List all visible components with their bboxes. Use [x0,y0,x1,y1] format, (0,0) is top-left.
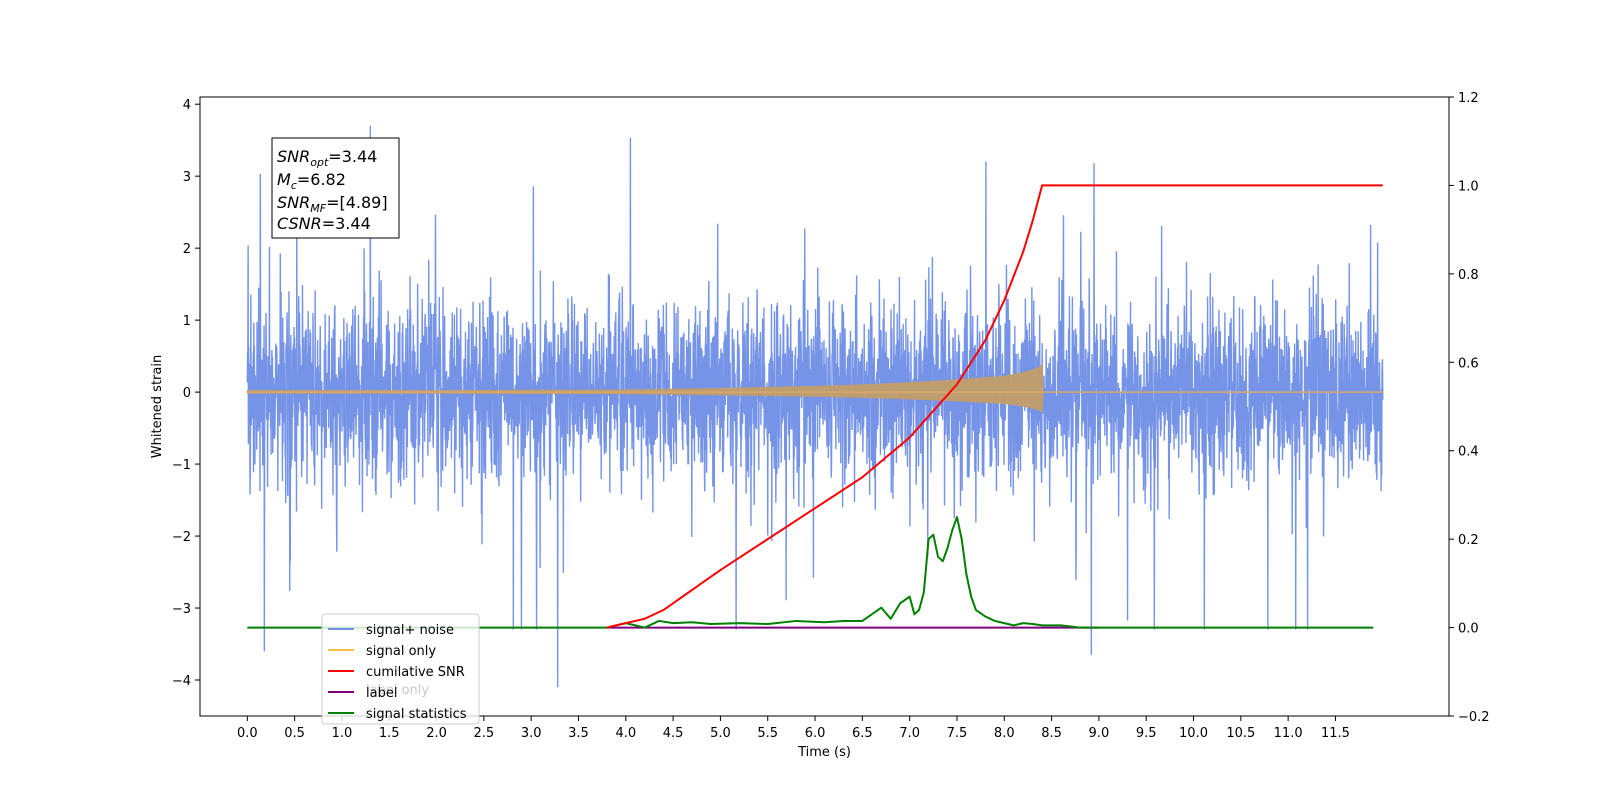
axes-layer: 0.0 0.5 1.0 1.5 2.0 2.5 3.0 3.5 4.0 4.5 5.0 5.5 6.0 6… [172,91,1490,741]
x-tick-label: 4.0 [615,726,636,741]
info-box: SNRopt=3.44 Mc=6.82 SNRMF=[4.89] CSNR=3.… [271,137,400,239]
x-tick-label: 3.5 [568,726,589,741]
x-tick-label: 9.5 [1136,726,1157,741]
series-cumulative-snr [606,184,1383,629]
legend-label: signal only [366,644,436,659]
y-right-tick-label: 0.4 [1458,445,1479,460]
x-tick-label: 2.0 [426,726,447,741]
x-tick-label: 6.5 [852,726,873,741]
x-tick-label: 7.5 [947,726,968,741]
info-box-frame [271,137,400,239]
legend-items: signal+ noise signal only cumilative SNR la… [328,623,467,722]
y-left-tick-label: 0 [183,386,191,401]
x-tick-label: 11.0 [1274,726,1303,741]
y-right-tick-label: 1.2 [1458,91,1479,106]
x-tick-label: 10.5 [1226,726,1255,741]
info-snr-mf: SNRMF=[4.89] [277,193,388,215]
x-tick-label: 4.5 [663,726,684,741]
info-snr-opt-value: =3.44 [328,147,377,166]
legend-label: signal+ noise [366,623,454,638]
x-tick-label: 7.0 [899,726,920,741]
x-tick-label: 0.0 [237,726,258,741]
legend-label: signal statistics [366,707,467,722]
legend-ghost-text: label only [366,683,429,698]
y-right-tick-label: 0.2 [1458,533,1479,548]
x-tick-label: 9.0 [1089,726,1110,741]
info-snr-opt: SNRopt=3.44 [277,147,377,169]
legend: label only signal+ noise signal only cumil… [321,613,480,725]
plot-frame [199,96,1450,717]
x-tick-label: 0.5 [284,726,305,741]
x-tick-label: 5.5 [757,726,778,741]
x-tick-label: 2.5 [474,726,495,741]
x-tick-label: 3.0 [521,726,542,741]
y-right-tick-label: 0.8 [1458,268,1479,283]
info-snr-opt-sub: opt [310,156,329,169]
series-layer [246,125,1384,688]
x-tick-label: 8.0 [994,726,1015,741]
y-right-tick-label: 0.6 [1458,356,1479,371]
info-snr-mf-sub: MF [310,202,326,215]
y-left-tick-label: 4 [183,98,191,113]
x-tick-label: 11.5 [1321,726,1350,741]
y-left-tick-label: −2 [172,530,191,545]
x-tick-label: 6.0 [805,726,826,741]
y-left-tick-label: −1 [172,458,191,473]
x-tick-label: 1.0 [332,726,353,741]
legend-label: cumilative SNR [366,665,465,680]
series-signal-noise [246,125,1384,688]
info-snr-opt-var: SNR [277,147,310,166]
info-snr-mf-var: SNR [277,193,310,212]
info-snr-mf-value: =[4.89] [326,193,388,212]
series-signal-statistics [247,516,1374,629]
y-left-tick-label: −3 [172,602,191,617]
info-csnr: CSNR=3.44 [277,214,371,233]
x-axis-title: Time (s) [797,745,851,760]
info-mc: Mc=6.82 [277,170,346,192]
info-csnr-var: CSNR [277,214,322,233]
legend-frame [321,613,480,725]
y-left-tick-label: −4 [172,674,191,689]
x-tick-label: 5.0 [710,726,731,741]
info-mc-value: =6.82 [297,170,346,189]
y-axis-title: Whitened strain [150,355,165,458]
x-tick-label: 8.5 [1041,726,1062,741]
y-left-tick-label: 2 [183,242,191,257]
y-right-tick-label: −0.2 [1458,710,1490,725]
info-csnr-value: =3.44 [322,214,371,233]
y-left-tick-label: 1 [183,314,191,329]
y-right-tick-label: 1.0 [1458,179,1479,194]
y-left-tick-label: 3 [183,170,191,185]
info-mc-sub: c [291,179,297,192]
y-right-tick-label: 0.0 [1458,622,1479,637]
x-tick-label: 1.5 [379,726,400,741]
info-mc-var: M [277,170,291,189]
legend-label: label [366,686,397,701]
x-tick-label: 10.0 [1179,726,1208,741]
